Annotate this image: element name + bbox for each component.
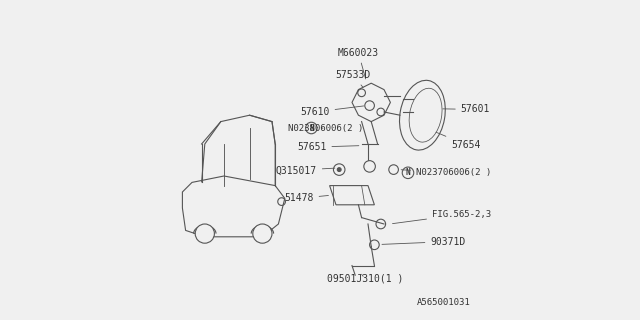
Text: N: N	[309, 124, 314, 132]
Circle shape	[253, 224, 272, 243]
Text: 57610: 57610	[300, 106, 364, 117]
Text: 90371D: 90371D	[382, 236, 466, 247]
Text: M660023: M660023	[338, 48, 379, 79]
Text: 09501J310(1 ): 09501J310(1 )	[326, 274, 403, 284]
Text: 51478: 51478	[284, 193, 328, 204]
Text: 57533D: 57533D	[335, 70, 371, 87]
Circle shape	[195, 224, 214, 243]
Text: FIG.565-2,3: FIG.565-2,3	[392, 210, 491, 224]
Text: 57651: 57651	[297, 142, 359, 152]
Text: N023706006(2 ): N023706006(2 )	[401, 168, 492, 177]
Circle shape	[337, 168, 341, 172]
Text: 57654: 57654	[436, 132, 481, 150]
Text: N: N	[406, 168, 410, 177]
Text: Q315017: Q315017	[276, 165, 335, 175]
Text: N023806006(2 ): N023806006(2 )	[288, 124, 364, 133]
Text: A565001031: A565001031	[417, 298, 470, 307]
Text: 57601: 57601	[443, 104, 490, 115]
